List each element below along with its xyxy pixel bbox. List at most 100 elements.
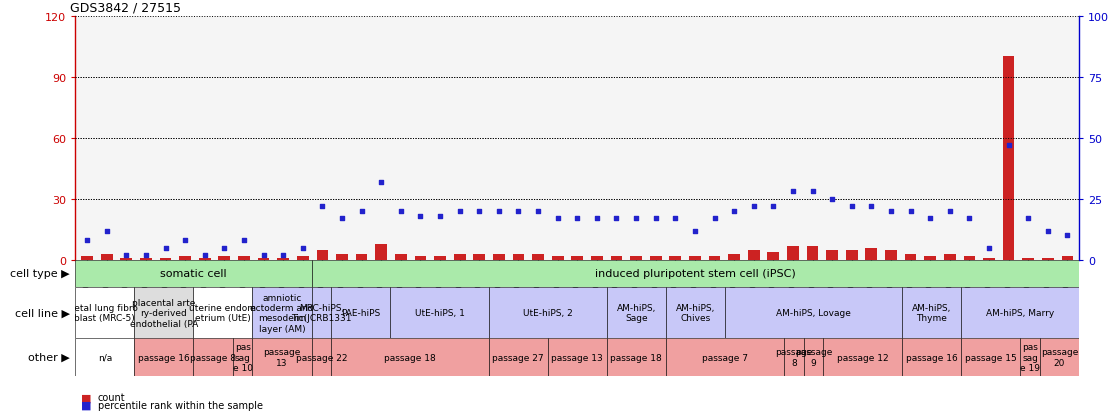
Text: passage 18: passage 18: [384, 353, 435, 362]
Point: [1058, 233, 1076, 239]
Point: [490, 208, 507, 215]
Bar: [768, 252, 779, 260]
Bar: [803, 339, 823, 376]
Point: [137, 252, 155, 259]
Bar: [513, 254, 524, 260]
Bar: [253, 339, 311, 376]
Point: [961, 216, 978, 222]
Point: [627, 216, 645, 222]
Text: AM-hiPS,
Chives: AM-hiPS, Chives: [676, 303, 715, 323]
Bar: [845, 250, 858, 260]
Text: cell type ▶: cell type ▶: [10, 268, 70, 279]
Bar: [75, 260, 311, 287]
Text: passage
13: passage 13: [264, 348, 300, 367]
Bar: [964, 256, 975, 260]
Point: [117, 252, 135, 259]
Bar: [827, 250, 838, 260]
Text: ■: ■: [81, 400, 91, 410]
Point: [999, 142, 1017, 149]
Point: [1019, 216, 1037, 222]
Text: ■: ■: [81, 392, 91, 402]
Text: MRC-hiPS,
Tic(JCRB1331: MRC-hiPS, Tic(JCRB1331: [291, 303, 351, 323]
Point: [235, 237, 253, 244]
Bar: [1003, 57, 1015, 260]
Bar: [75, 339, 134, 376]
Point: [726, 208, 743, 215]
Bar: [434, 256, 445, 260]
Point: [176, 237, 194, 244]
Bar: [160, 258, 172, 260]
Point: [607, 216, 625, 222]
Point: [411, 213, 429, 220]
Text: passage 7: passage 7: [701, 353, 748, 362]
Point: [862, 203, 880, 210]
Point: [686, 228, 704, 234]
Bar: [390, 287, 489, 339]
Point: [451, 208, 469, 215]
Point: [765, 203, 782, 210]
Bar: [1023, 258, 1034, 260]
Bar: [807, 246, 819, 260]
Point: [294, 244, 311, 251]
Bar: [1039, 339, 1079, 376]
Bar: [331, 287, 390, 339]
Bar: [258, 258, 269, 260]
Bar: [233, 339, 253, 376]
Point: [255, 252, 273, 259]
Point: [275, 252, 293, 259]
Bar: [121, 258, 132, 260]
Text: UtE-hiPS, 1: UtE-hiPS, 1: [414, 309, 464, 317]
Text: pas
sag
e 10: pas sag e 10: [233, 342, 253, 372]
Bar: [607, 287, 666, 339]
Bar: [961, 287, 1079, 339]
Bar: [134, 339, 194, 376]
Bar: [311, 339, 331, 376]
Bar: [473, 254, 485, 260]
Text: passage 18: passage 18: [611, 353, 663, 362]
Point: [882, 208, 900, 215]
Point: [334, 216, 351, 222]
Bar: [748, 250, 760, 260]
Bar: [331, 339, 489, 376]
Point: [902, 208, 920, 215]
Bar: [75, 287, 134, 339]
Bar: [709, 256, 720, 260]
Point: [530, 208, 547, 215]
Bar: [983, 258, 995, 260]
Text: passage 22: passage 22: [296, 353, 347, 362]
Point: [706, 216, 724, 222]
Point: [548, 216, 566, 222]
Bar: [317, 250, 328, 260]
Bar: [649, 256, 661, 260]
Text: passage
20: passage 20: [1040, 348, 1078, 367]
Bar: [1042, 258, 1054, 260]
Bar: [414, 256, 427, 260]
Bar: [454, 254, 465, 260]
Bar: [547, 339, 607, 376]
Bar: [493, 254, 505, 260]
Point: [568, 216, 586, 222]
Point: [981, 244, 998, 251]
Bar: [101, 254, 113, 260]
Bar: [376, 244, 387, 260]
Point: [156, 244, 174, 251]
Bar: [902, 339, 961, 376]
Text: UtE-hiPS, 2: UtE-hiPS, 2: [523, 309, 573, 317]
Point: [941, 208, 958, 215]
Text: pas
sag
e 19: pas sag e 19: [1020, 342, 1040, 372]
Bar: [194, 287, 253, 339]
Point: [510, 208, 527, 215]
Text: passage 16: passage 16: [905, 353, 957, 362]
Text: GDS3842 / 27515: GDS3842 / 27515: [70, 1, 182, 14]
Bar: [607, 339, 666, 376]
Point: [803, 189, 821, 195]
Bar: [552, 256, 564, 260]
Bar: [572, 256, 583, 260]
Text: induced pluripotent stem cell (iPSC): induced pluripotent stem cell (iPSC): [595, 268, 796, 279]
Bar: [277, 258, 289, 260]
Point: [352, 208, 370, 215]
Point: [431, 213, 449, 220]
Text: fetal lung fibro
blast (MRC-5): fetal lung fibro blast (MRC-5): [71, 303, 138, 323]
Text: passage
9: passage 9: [794, 348, 832, 367]
Bar: [611, 256, 623, 260]
